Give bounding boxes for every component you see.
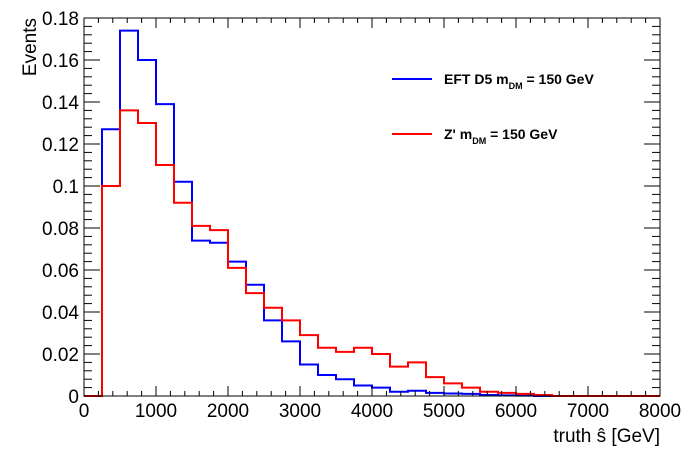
legend-label-1: EFT D5 mDM = 150 GeV <box>444 71 594 91</box>
y-tick-label: 0.1 <box>53 177 79 198</box>
plot-frame <box>83 17 661 397</box>
x-tick-label: 1000 <box>135 401 177 422</box>
y-tick-label: 0.04 <box>42 303 79 324</box>
series-2-line <box>84 109 660 397</box>
legend: EFT D5 mDM = 150 GeV Z' mDM = 150 GeV <box>392 71 594 146</box>
y-tick-label: 0.02 <box>42 345 79 366</box>
x-tick-label: 0 <box>79 401 90 422</box>
x-tick-label: 4000 <box>351 401 393 422</box>
y-tick-label: 0.06 <box>42 261 79 282</box>
x-tick-label: 2000 <box>207 401 249 422</box>
x-tick-label: 5000 <box>423 401 465 422</box>
x-axis-title: truth ŝ [GeV] <box>553 426 660 447</box>
x-tick-label: 6000 <box>495 401 537 422</box>
x-tick-label: 8000 <box>639 401 681 422</box>
y-tick-label: 0.14 <box>42 93 79 114</box>
y-tick-label: 0.08 <box>42 219 79 240</box>
y-axis-title: Events <box>20 18 41 76</box>
y-tick-label: 0.12 <box>42 135 79 156</box>
x-tick-label: 7000 <box>567 401 609 422</box>
ticks-layer: 0 1000 2000 3000 4000 5000 6000 7000 8000 0 0.02 0.… <box>42 9 681 422</box>
x-tick-label: 3000 <box>279 401 321 422</box>
y-tick-label: 0 <box>68 387 79 408</box>
legend-label-2: Z' mDM = 150 GeV <box>444 126 558 146</box>
y-tick-label: 0.16 <box>42 51 79 72</box>
y-tick-label: 0.18 <box>42 9 79 30</box>
